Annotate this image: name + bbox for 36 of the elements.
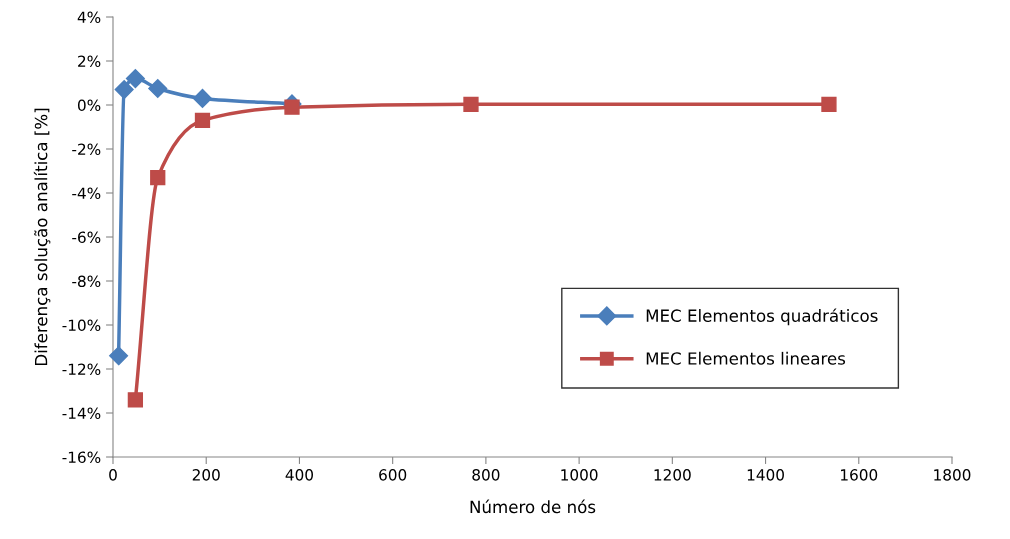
legend-label: MEC Elementos lineares [646,351,846,365]
point [150,169,166,186]
x-tick-label: 200 [192,469,220,481]
x-tick-label: 800 [472,469,500,481]
y-tick-label: -2% [72,143,101,156]
y-tick-label: -8% [72,275,101,288]
x-tick-label: 1400 [747,469,784,481]
point [192,88,213,108]
y-tick-label: 4% [77,11,101,24]
y-tick-label: -4% [72,187,101,200]
point [114,80,134,100]
y-tick-label: -10% [62,319,101,332]
x-tick-label: 1200 [654,469,691,481]
point [125,69,145,89]
x-tick-label: 600 [379,469,407,481]
point [463,96,479,112]
point [148,78,168,99]
x-tick-label: 1000 [561,469,598,481]
legend-label: MEC Elementos quadráticos [646,308,878,326]
point [194,112,211,129]
point [821,96,837,112]
point [109,346,129,366]
x-axis-title: Número de nós [470,499,596,514]
y-tick-label: -16% [62,451,101,464]
y-tick-label: 2% [78,55,101,68]
y-axis-title: Diferença solução analítica [%] [33,108,51,366]
point [284,99,300,115]
y-tick-label: -14% [62,407,101,420]
x-tick-label: 400 [285,469,314,481]
x-tick-label: 1800 [934,469,971,481]
point [127,392,144,408]
y-tick-label: 0% [77,99,101,112]
y-tick-label: -6% [72,231,101,244]
y-tick-label: -12% [62,363,101,376]
x-tick-label: 1600 [841,469,878,481]
x-tick-label: 0 [109,469,117,481]
